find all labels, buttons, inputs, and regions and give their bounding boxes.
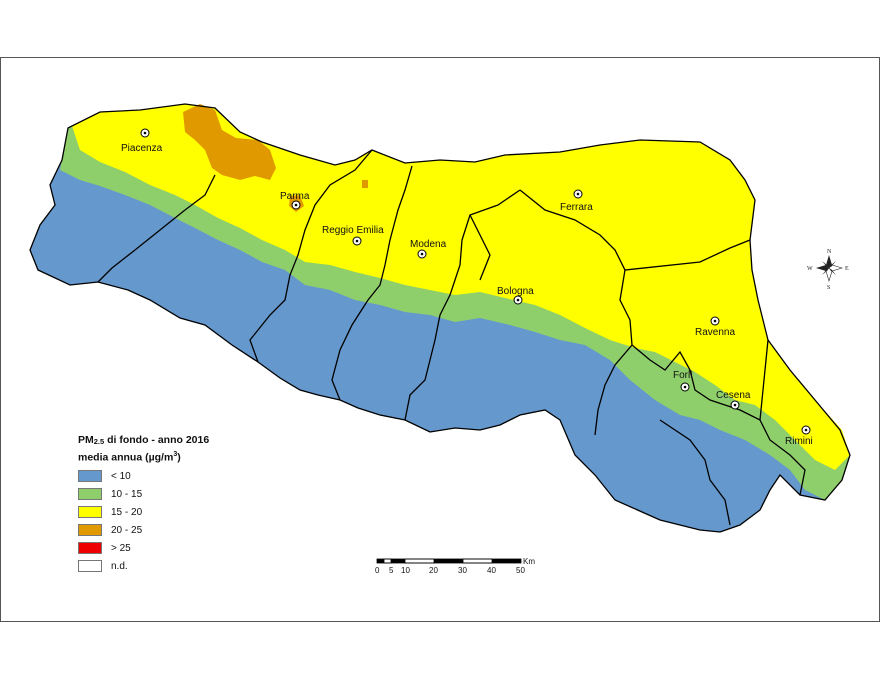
legend-subtitle-sup: 3: [173, 451, 178, 458]
legend-swatch: [78, 506, 102, 518]
scale-tick: 10: [401, 566, 410, 575]
legend-swatch: [78, 560, 102, 572]
scale-tick: 20: [429, 566, 438, 575]
legend-label: > 25: [111, 542, 131, 554]
legend-label: 15 - 20: [111, 506, 143, 518]
legend-subtitle: media annua (µg/m3): [78, 448, 209, 465]
city-marker-piacenza[interactable]: Piacenza: [121, 128, 163, 154]
legend-label: n.d.: [111, 560, 128, 572]
scale-tick: 30: [458, 566, 467, 575]
zone-15-20: [72, 104, 850, 470]
legend-title-subscript: 2.5: [93, 437, 105, 446]
city-label-forli: Forlì: [673, 370, 693, 381]
legend-label: 20 - 25: [111, 524, 143, 536]
scale-unit: Km: [523, 557, 535, 566]
city-label-rimini: Rimini: [785, 436, 813, 447]
city-marker-parma[interactable]: Parma: [280, 191, 310, 210]
city-label-reggio-emilia: Reggio Emilia: [322, 225, 384, 236]
legend-item: n.d.: [78, 558, 209, 575]
city-label-modena: Modena: [410, 239, 447, 250]
city-marker-modena[interactable]: Modena: [410, 239, 447, 259]
compass-s: S: [827, 285, 830, 291]
city-marker-bologna[interactable]: Bologna: [497, 286, 534, 305]
scale-bar: 0 5 10 20 30 40 50 Km: [375, 557, 535, 575]
legend: PM2.5 di fondo - anno 2016 media annua (…: [78, 434, 209, 575]
legend-item: > 25: [78, 540, 209, 557]
legend-subtitle-end: ): [177, 451, 181, 464]
scale-tick: 50: [516, 566, 525, 575]
city-marker-reggio-emilia[interactable]: Reggio Emilia: [322, 225, 384, 246]
city-label-ferrara: Ferrara: [560, 202, 593, 213]
legend-swatch: [78, 542, 102, 554]
legend-swatch: [78, 470, 102, 482]
legend-title: PM2.5 di fondo - anno 2016: [78, 434, 209, 448]
legend-title-rest: di fondo - anno 2016: [104, 434, 210, 446]
legend-swatch: [78, 488, 102, 500]
zone-20-25-north: [183, 104, 276, 180]
legend-swatch: [78, 524, 102, 536]
scale-tick: 0: [375, 566, 380, 575]
map-frame: [0, 57, 880, 622]
legend-item: < 10: [78, 468, 209, 485]
city-marker-forli[interactable]: Forlì: [673, 370, 693, 392]
scale-tick: 40: [487, 566, 496, 575]
city-label-cesena: Cesena: [716, 390, 751, 401]
city-label-ravenna: Ravenna: [695, 327, 735, 338]
city-marker-cesena[interactable]: Cesena: [716, 390, 751, 410]
legend-title-prefix: PM: [78, 434, 94, 446]
compass-e: E: [845, 266, 849, 272]
compass-icon: N S E W: [807, 249, 849, 291]
legend-item: 15 - 20: [78, 504, 209, 521]
city-label-parma: Parma: [280, 191, 310, 202]
legend-label: 10 - 15: [111, 488, 143, 500]
city-marker-rimini[interactable]: Rimini: [785, 425, 813, 447]
legend-item: 20 - 25: [78, 522, 209, 539]
city-label-piacenza: Piacenza: [121, 143, 163, 154]
compass-n: N: [827, 249, 832, 255]
legend-label: < 10: [111, 470, 131, 482]
city-label-bologna: Bologna: [497, 286, 534, 297]
zone-20-25-reggio: [362, 180, 368, 188]
province-borders: [29, 103, 851, 533]
legend-subtitle-text: media annua (µg/m: [78, 451, 174, 464]
legend-item: 10 - 15: [78, 486, 209, 503]
city-marker-ferrara[interactable]: Ferrara: [560, 189, 593, 213]
scale-tick: 5: [389, 566, 394, 575]
compass-w: W: [807, 266, 813, 272]
city-marker-ravenna[interactable]: Ravenna: [695, 316, 735, 338]
